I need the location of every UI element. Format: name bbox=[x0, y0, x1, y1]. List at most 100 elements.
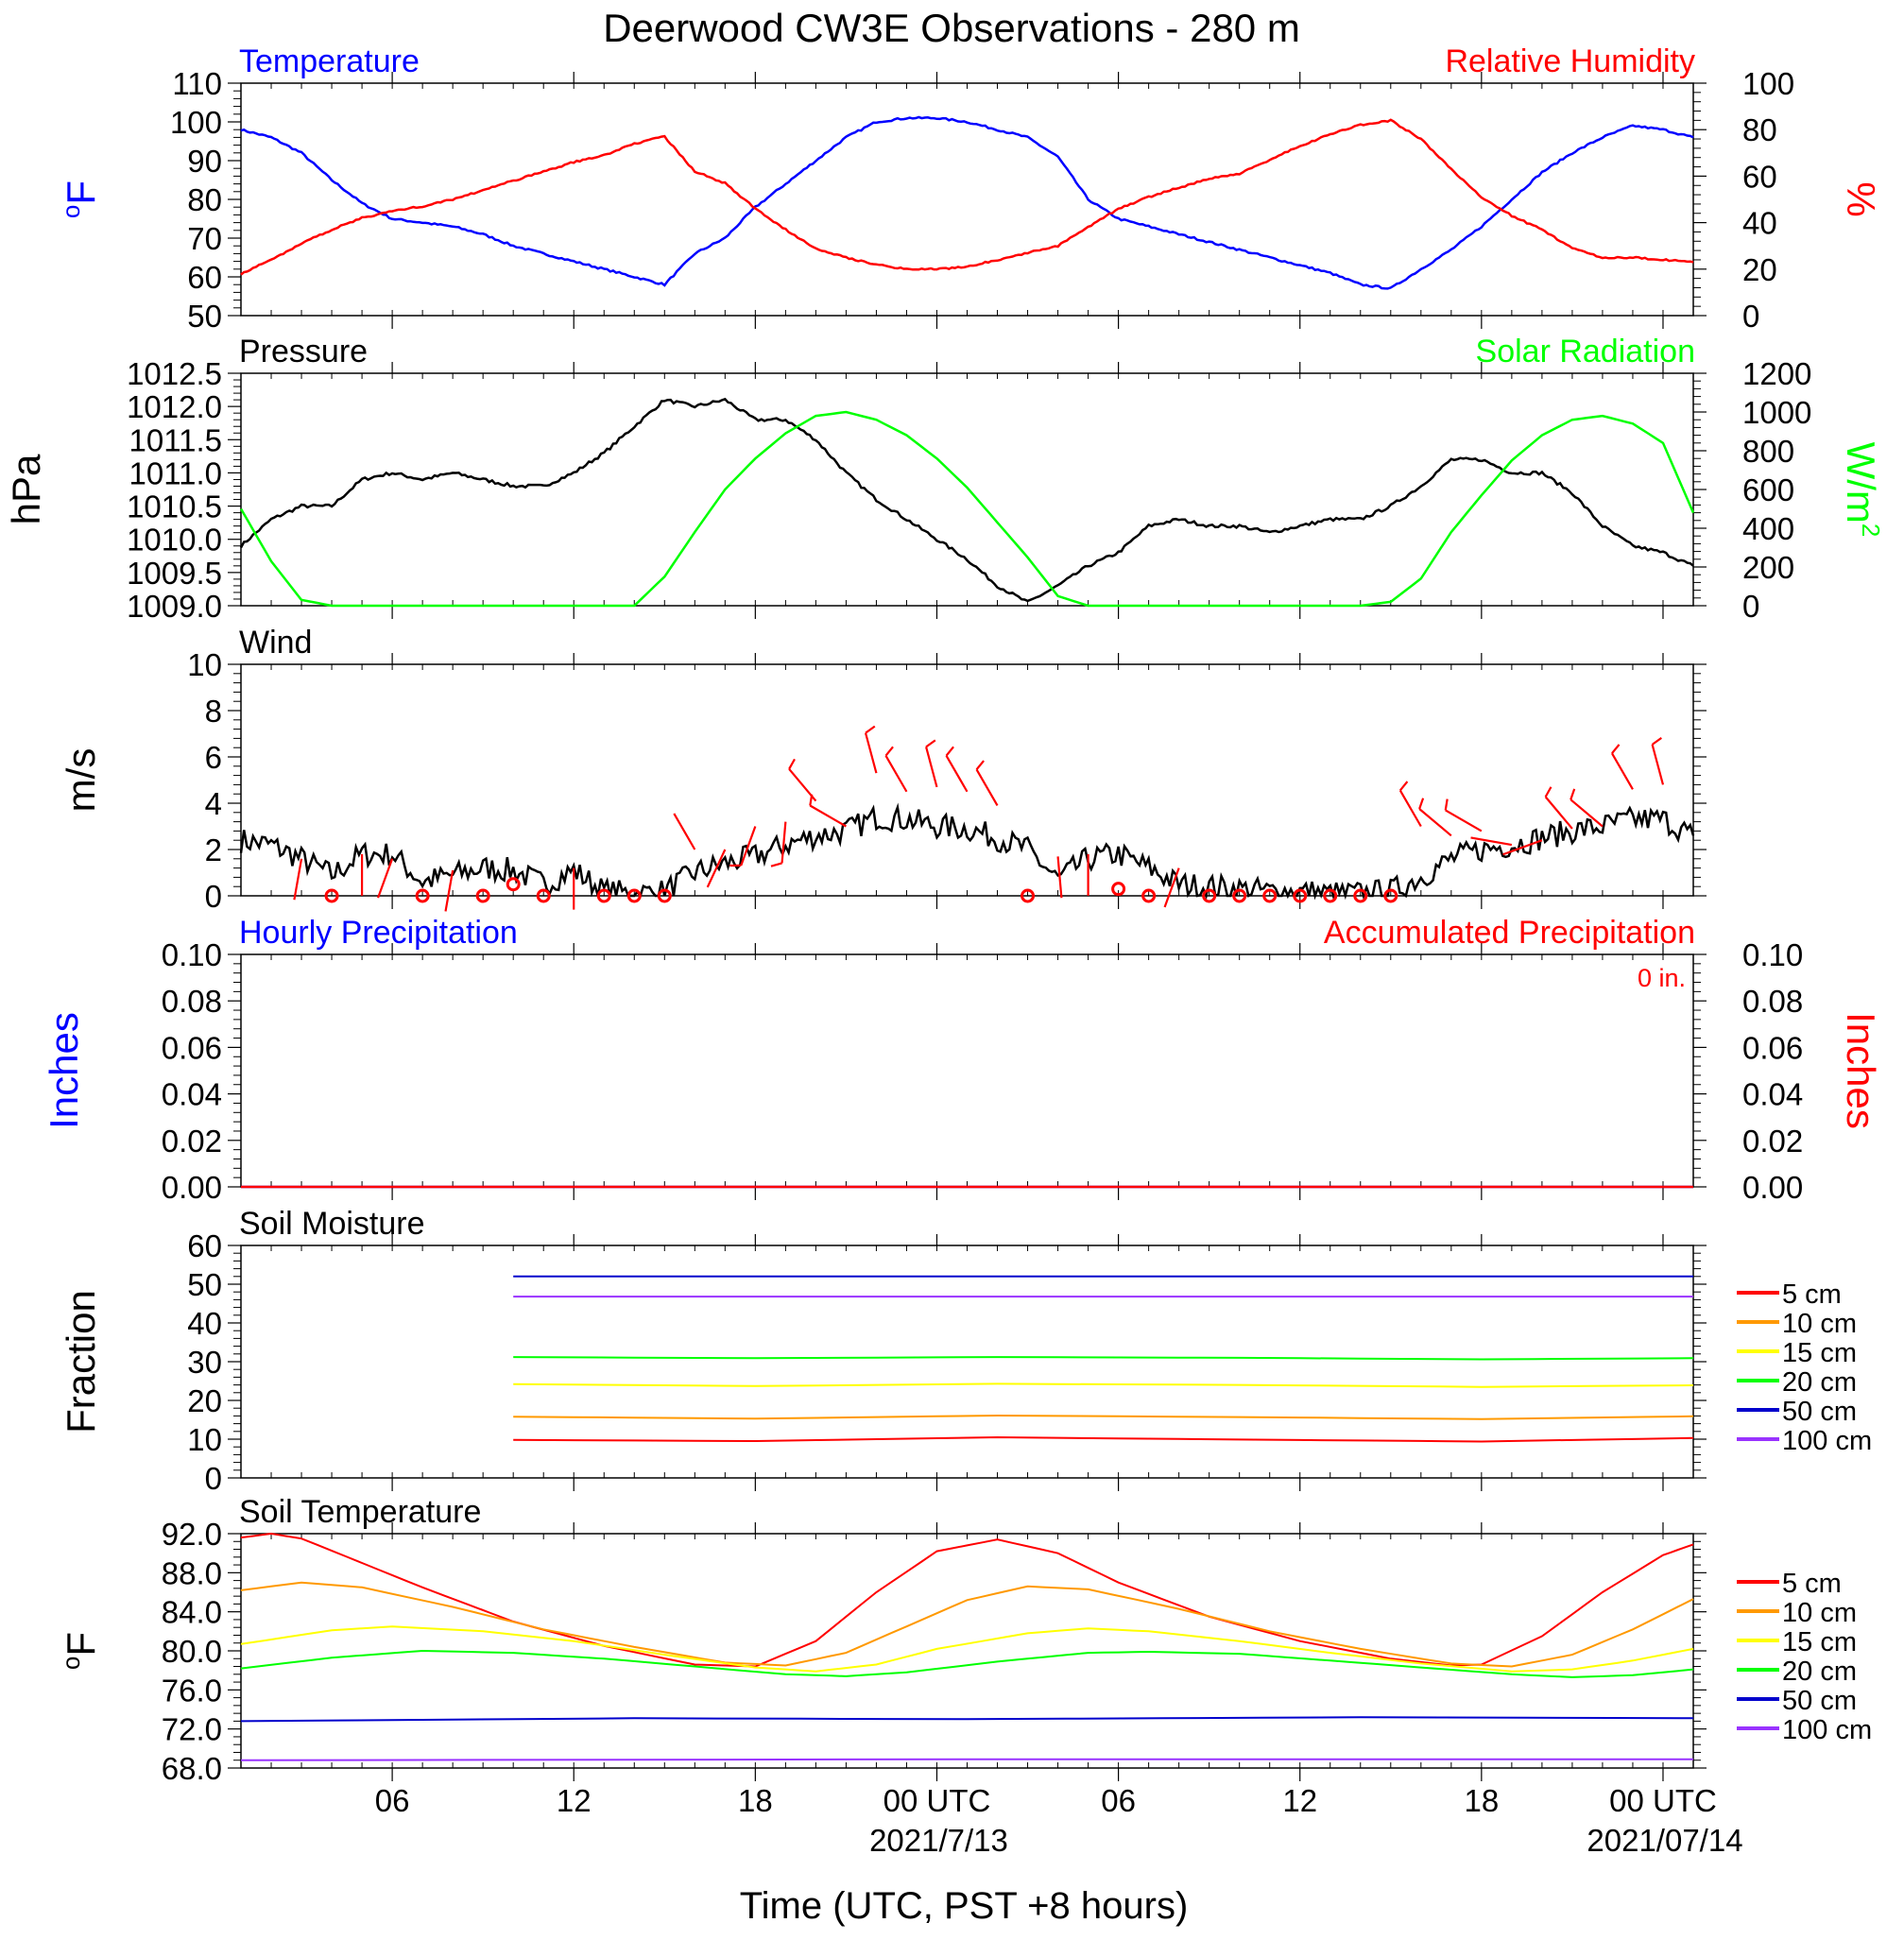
y-right-tick-label: 20 bbox=[1742, 252, 1777, 287]
wind-barb-flag bbox=[925, 739, 936, 748]
wind-barb bbox=[1398, 789, 1422, 828]
wind-calm-marker bbox=[1202, 888, 1217, 903]
wind-barb-flag bbox=[1444, 798, 1449, 811]
wind-calm-marker bbox=[1353, 888, 1368, 903]
wind-barb-flag bbox=[884, 746, 894, 757]
y-right-tick-label: 1200 bbox=[1742, 356, 1811, 391]
wind-barb-flag bbox=[788, 758, 796, 770]
y-left-tick-label: 6 bbox=[205, 740, 222, 775]
legend-label: 10 cm bbox=[1782, 1309, 1857, 1339]
y-left-tick-label: 4 bbox=[205, 786, 222, 821]
wind-calm-marker bbox=[536, 888, 551, 903]
legend-label: 20 cm bbox=[1782, 1367, 1857, 1398]
x-tick-date-label: 2021/7/13 bbox=[869, 1823, 1008, 1858]
y-left-tick-label: 92.0 bbox=[162, 1517, 222, 1552]
series-line-10-cm bbox=[240, 1581, 1694, 1668]
wind-barb bbox=[780, 821, 787, 864]
wind-barb bbox=[1445, 809, 1483, 833]
accumulated-annotation: 0 in. bbox=[1638, 964, 1686, 992]
wind-barb-flag bbox=[770, 862, 782, 867]
y-right-tick-label: 0.10 bbox=[1742, 937, 1803, 972]
wind-barb bbox=[1570, 798, 1604, 828]
series-line-20-cm bbox=[240, 1649, 1694, 1678]
panel-title-left: Wind bbox=[239, 625, 312, 661]
series-line-wind bbox=[239, 802, 1695, 901]
y-left-tick-label: 1011.0 bbox=[129, 455, 222, 490]
wind-barb bbox=[1502, 839, 1543, 856]
y-left-tick-label: 8 bbox=[205, 694, 222, 729]
wind-calm-marker bbox=[1323, 888, 1338, 903]
time-axis: 06 12 18 00 UTC 2021/7/13 06 12 18 00 UTC 2021/07… bbox=[375, 1783, 1743, 1858]
legend-label: 5 cm bbox=[1782, 1569, 1842, 1599]
y-right-unit: W/m2 bbox=[1839, 442, 1885, 538]
wind-barb bbox=[1418, 808, 1452, 837]
wind-barb bbox=[884, 755, 908, 793]
y-right-tick-label: 600 bbox=[1742, 472, 1794, 507]
wind-calm-marker bbox=[1383, 888, 1398, 903]
series-line-50-cm bbox=[240, 1716, 1694, 1723]
y-left-tick-label: 40 bbox=[187, 1306, 222, 1341]
panel-frame bbox=[240, 372, 1694, 607]
y-right-unit: % bbox=[1839, 181, 1883, 216]
series-line-pressure bbox=[239, 397, 1694, 603]
panel-title-left: Hourly Precipitation bbox=[239, 915, 518, 951]
wind-barb bbox=[673, 813, 696, 850]
panel-title-left: Soil Moisture bbox=[239, 1206, 425, 1242]
y-right-tick-label: 40 bbox=[1742, 206, 1777, 241]
y-left-unit: Inches bbox=[42, 1012, 86, 1129]
wind-calm-marker bbox=[596, 888, 611, 903]
wind-barb-flag bbox=[1418, 798, 1425, 810]
panel-frame bbox=[240, 953, 1694, 1188]
y-left-tick-label: 60 bbox=[187, 260, 222, 295]
y-right-tick-label: 100 bbox=[1742, 66, 1794, 101]
wind-calm-marker bbox=[1111, 882, 1126, 897]
y-left-unit: m/s bbox=[59, 748, 103, 813]
y-left-tick-label: 0.00 bbox=[162, 1170, 222, 1205]
wind-barb-flag bbox=[1651, 736, 1662, 746]
panel-precip: 0.00 0.02 0.04 0.06 0.08 0.10 0.00 0.02 0.04 0.06… bbox=[42, 915, 1883, 1205]
y-left-tick-label: 1009.5 bbox=[127, 556, 222, 591]
x-tick-label: 06 bbox=[1101, 1783, 1136, 1818]
wind-barb bbox=[1056, 856, 1063, 899]
legend-label: 50 cm bbox=[1782, 1686, 1857, 1716]
y-left-tick-label: 2 bbox=[205, 833, 222, 867]
wind-calm-marker bbox=[1262, 888, 1278, 903]
panel-title-right: Accumulated Precipitation bbox=[1324, 915, 1695, 951]
wind-barb bbox=[1651, 744, 1665, 785]
y-right-tick-label: 0.06 bbox=[1742, 1030, 1803, 1065]
panel-title-left: Pressure bbox=[239, 334, 368, 369]
y-left-unit: oF bbox=[57, 1632, 103, 1670]
panel-title-right: Relative Humidity bbox=[1445, 43, 1695, 79]
x-tick-label: 06 bbox=[375, 1783, 410, 1818]
series-line-solar-radiation bbox=[239, 410, 1695, 608]
y-right-tick-label: 0.04 bbox=[1742, 1077, 1803, 1112]
legend-label: 100 cm bbox=[1782, 1426, 1872, 1456]
series-line-5-cm bbox=[240, 1532, 1694, 1668]
x-tick-label: 12 bbox=[557, 1783, 592, 1818]
series-line-20-cm bbox=[513, 1356, 1694, 1361]
y-left-tick-label: 76.0 bbox=[162, 1673, 222, 1708]
y-left-tick-label: 10 bbox=[187, 647, 222, 682]
y-left-tick-label: 0.02 bbox=[162, 1124, 222, 1159]
wind-barb bbox=[1611, 752, 1634, 790]
x-tick-label: 12 bbox=[1282, 1783, 1317, 1818]
wind-calm-marker bbox=[1232, 888, 1247, 903]
legend-label: 50 cm bbox=[1782, 1397, 1857, 1427]
panel-title-left: Soil Temperature bbox=[239, 1494, 481, 1530]
series-line-5-cm bbox=[513, 1435, 1694, 1443]
series-line-10-cm bbox=[513, 1414, 1694, 1420]
panel-wind: 0 2 4 6 8 10 Wind m/s bbox=[59, 625, 1707, 914]
y-left-tick-label: 60 bbox=[187, 1228, 222, 1263]
x-tick-label: 18 bbox=[738, 1783, 773, 1818]
legend-label: 20 cm bbox=[1782, 1657, 1857, 1687]
y-left-tick-label: 1012.5 bbox=[127, 356, 222, 391]
wind-barb-flag bbox=[945, 746, 954, 757]
x-tick-date-label: 2021/07/14 bbox=[1587, 1823, 1742, 1858]
panel-title-right: Solar Radiation bbox=[1476, 334, 1695, 369]
y-right-unit: Inches bbox=[1839, 1012, 1883, 1129]
wind-calm-marker bbox=[1293, 888, 1308, 903]
wind-barb-flag bbox=[865, 725, 876, 734]
x-tick-label: 00 UTC bbox=[883, 1783, 991, 1818]
wind-barb bbox=[1544, 796, 1573, 830]
y-left-tick-label: 80 bbox=[187, 182, 222, 217]
